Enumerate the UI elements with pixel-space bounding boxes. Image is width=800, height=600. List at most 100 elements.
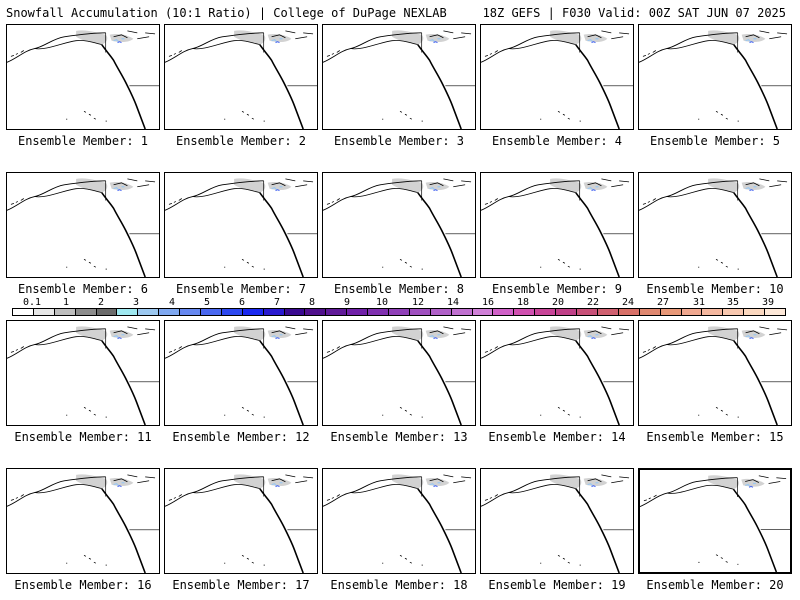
colorbar-tick-label: 0.1	[22, 297, 42, 308]
colorbar-swatch	[180, 309, 202, 315]
colorbar-tick-label: 22	[586, 297, 600, 308]
ensemble-member-map	[638, 320, 792, 426]
colorbar-swatch	[54, 309, 76, 315]
colorbar-tick-label: 7	[273, 297, 281, 308]
colorbar-swatch	[430, 309, 452, 315]
colorbar-swatch	[451, 309, 473, 315]
ensemble-member-map	[6, 172, 160, 278]
colorbar-tick-label: 18	[516, 297, 530, 308]
colorbar-swatch	[577, 309, 598, 315]
colorbar-swatch	[138, 309, 160, 315]
ensemble-member-label: Ensemble Member: 8	[333, 282, 465, 296]
ensemble-member-label: Ensemble Member: 14	[488, 430, 626, 444]
colorbar-tick-label: 39	[761, 297, 775, 308]
colorbar-swatch	[347, 309, 369, 315]
colorbar-swatch	[326, 309, 348, 315]
colorbar-tick-label: 4	[168, 297, 176, 308]
ensemble-member-map	[480, 24, 634, 130]
colorbar-swatch	[765, 309, 785, 315]
colorbar-swatch	[159, 309, 181, 315]
colorbar-swatch	[597, 309, 619, 315]
colorbar-swatch	[117, 309, 139, 315]
colorbar-tick-label: 10	[375, 297, 389, 308]
ensemble-member-label: Ensemble Member: 3	[333, 134, 465, 148]
ensemble-member-map	[164, 24, 318, 130]
ensemble-member-label: Ensemble Member: 17	[172, 578, 310, 592]
map-title: Snowfall Accumulation (10:1 Ratio) | Col…	[6, 6, 447, 20]
snowfall-colorbar	[12, 308, 786, 316]
colorbar-swatch	[389, 309, 410, 315]
ensemble-member-label: Ensemble Member: 12	[172, 430, 310, 444]
ensemble-member-label: Ensemble Member: 6	[17, 282, 149, 296]
colorbar-swatch	[639, 309, 661, 315]
ensemble-member-label: Ensemble Member: 13	[330, 430, 468, 444]
ensemble-member-map	[480, 320, 634, 426]
colorbar-swatch	[201, 309, 222, 315]
ensemble-member-label: Ensemble Member: 16	[14, 578, 152, 592]
colorbar-swatch	[75, 309, 97, 315]
colorbar-swatch	[618, 309, 640, 315]
ensemble-member-map	[480, 468, 634, 574]
colorbar-swatch	[409, 309, 431, 315]
colorbar-swatch	[33, 309, 55, 315]
ensemble-member-map	[164, 468, 318, 574]
ensemble-member-map	[6, 468, 160, 574]
colorbar-swatch	[723, 309, 745, 315]
ensemble-member-label: Ensemble Member: 15	[646, 430, 784, 444]
colorbar-swatch	[284, 309, 306, 315]
colorbar-swatch	[13, 309, 34, 315]
ensemble-member-map	[164, 172, 318, 278]
ensemble-member-map	[322, 320, 476, 426]
ensemble-member-label: Ensemble Member: 2	[175, 134, 307, 148]
colorbar-tick-label: 12	[411, 297, 425, 308]
ensemble-member-label: Ensemble Member: 4	[491, 134, 623, 148]
ensemble-member-label: Ensemble Member: 1	[17, 134, 149, 148]
ensemble-member-map	[6, 320, 160, 426]
colorbar-swatch	[96, 309, 118, 315]
ensemble-member-label: Ensemble Member: 18	[330, 578, 468, 592]
ensemble-member-label: Ensemble Member: 20	[646, 578, 784, 592]
colorbar-tick-label: 14	[446, 297, 460, 308]
colorbar-tick-label: 3	[132, 297, 140, 308]
ensemble-member-label: Ensemble Member: 5	[649, 134, 781, 148]
ensemble-member-map	[164, 320, 318, 426]
colorbar-tick-label: 1	[62, 297, 70, 308]
colorbar-tick-label: 5	[203, 297, 211, 308]
ensemble-member-label: Ensemble Member: 9	[491, 282, 623, 296]
colorbar-swatch	[472, 309, 494, 315]
colorbar-swatch	[514, 309, 536, 315]
colorbar-tick-label: 2	[97, 297, 105, 308]
colorbar-tick-label: 6	[238, 297, 246, 308]
colorbar-swatch	[702, 309, 724, 315]
colorbar-tick-label: 20	[551, 297, 565, 308]
colorbar-swatch	[221, 309, 243, 315]
colorbar-swatch	[744, 309, 766, 315]
colorbar-swatch	[556, 309, 578, 315]
colorbar-tick-label: 8	[308, 297, 316, 308]
ensemble-member-label: Ensemble Member: 7	[175, 282, 307, 296]
colorbar-swatch	[493, 309, 515, 315]
colorbar-tick-label: 9	[343, 297, 351, 308]
colorbar-swatch	[242, 309, 264, 315]
colorbar-swatch	[681, 309, 703, 315]
colorbar-tick-label: 35	[726, 297, 740, 308]
colorbar-swatch	[368, 309, 390, 315]
colorbar-tick-label: 24	[621, 297, 635, 308]
ensemble-member-label: Ensemble Member: 11	[14, 430, 152, 444]
ensemble-member-map	[322, 24, 476, 130]
colorbar-swatch	[660, 309, 682, 315]
ensemble-member-label: Ensemble Member: 19	[488, 578, 626, 592]
ensemble-member-label: Ensemble Member: 10	[646, 282, 784, 296]
ensemble-member-map	[480, 172, 634, 278]
colorbar-tick-label: 27	[656, 297, 670, 308]
ensemble-member-map	[638, 172, 792, 278]
ensemble-member-map	[638, 24, 792, 130]
ensemble-member-map	[638, 468, 792, 574]
colorbar-swatch	[305, 309, 327, 315]
ensemble-member-map	[322, 172, 476, 278]
colorbar-tick-label: 16	[481, 297, 495, 308]
colorbar-swatch	[263, 309, 285, 315]
model-valid-time: 18Z GEFS | F030 Valid: 00Z SAT JUN 07 20…	[482, 6, 786, 20]
ensemble-member-map	[6, 24, 160, 130]
ensemble-member-map	[322, 468, 476, 574]
